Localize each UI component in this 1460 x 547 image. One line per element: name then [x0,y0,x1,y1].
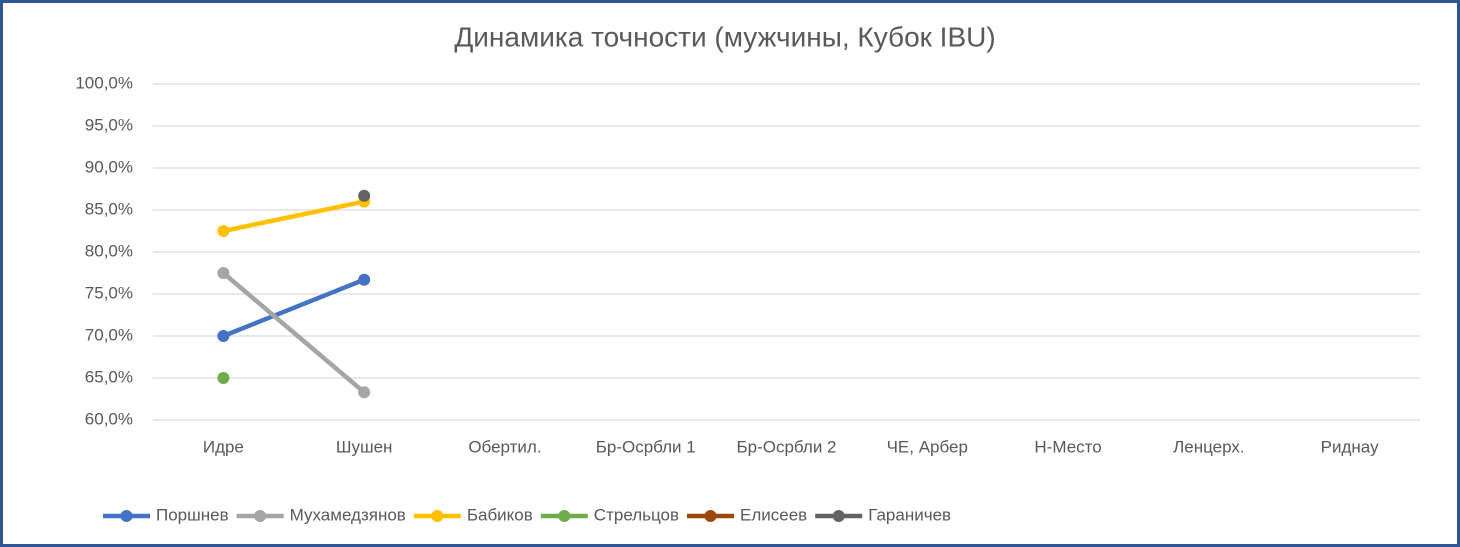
legend-label: Гараничев [868,505,951,524]
legend-marker [254,510,267,522]
x-tick-label: Бр-Осрбли 1 [596,437,696,456]
legend-marker [120,510,133,522]
y-tick-label: 90,0% [85,157,133,176]
x-tick-label: Бр-Осрбли 2 [736,437,836,456]
y-tick-label: 80,0% [85,241,133,260]
y-tick-label: 65,0% [85,367,133,386]
y-tick-label: 95,0% [85,115,133,134]
x-tick-label: Риднау [1321,437,1379,456]
data-point [358,273,371,286]
data-point [217,372,230,384]
legend-marker [431,510,444,522]
legend-label: Поршнев [156,505,229,524]
y-tick-label: 75,0% [85,283,133,302]
y-tick-label: 100,0% [75,73,133,92]
legend-marker [832,510,845,522]
x-tick-label: Идре [203,437,244,456]
legend-label: Мухамедзянов [290,505,406,524]
x-tick-label: Шушен [336,437,393,456]
x-tick-label: Ленцерх. [1173,437,1245,456]
legend-label: Елисеев [740,505,807,524]
x-tick-label: ЧЕ, Арбер [887,437,968,456]
data-point [217,225,230,237]
data-point [217,267,230,279]
series-line [221,270,367,395]
y-tick-label: 60,0% [85,409,133,428]
data-point [217,330,230,342]
chart-title: Динамика точности (мужчины, Кубок IBU) [454,21,995,52]
legend-marker [704,510,717,522]
series-line [221,199,367,234]
legend-marker [558,510,571,522]
y-tick-label: 85,0% [85,199,133,218]
legend-label: Бабиков [467,505,533,524]
series-line [221,277,367,339]
legend-label: Стрельцов [594,505,679,524]
data-point [358,189,371,202]
data-point [358,386,371,399]
x-tick-label: Обертил. [468,437,541,456]
x-tick-label: Н-Место [1034,437,1101,456]
y-tick-label: 70,0% [85,325,133,344]
